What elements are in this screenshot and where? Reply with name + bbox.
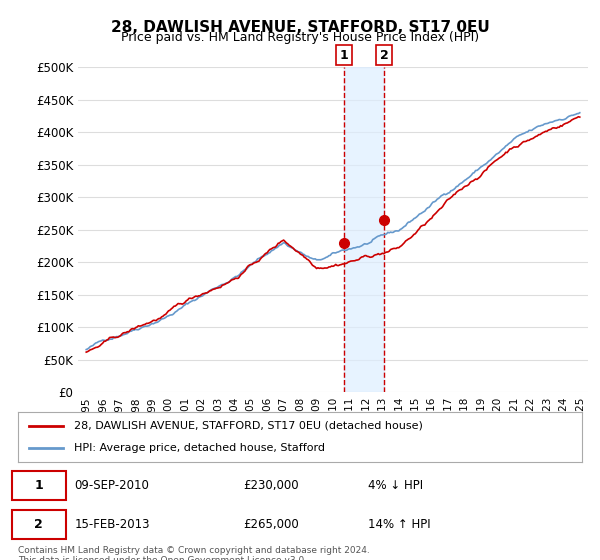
Text: 28, DAWLISH AVENUE, STAFFORD, ST17 0EU (detached house): 28, DAWLISH AVENUE, STAFFORD, ST17 0EU (… [74,421,423,431]
FancyBboxPatch shape [13,470,66,500]
Text: Price paid vs. HM Land Registry's House Price Index (HPI): Price paid vs. HM Land Registry's House … [121,31,479,44]
Text: 1: 1 [34,479,43,492]
Text: 1: 1 [340,49,349,62]
Text: 4% ↓ HPI: 4% ↓ HPI [368,479,423,492]
Text: 15-FEB-2013: 15-FEB-2013 [74,518,150,531]
Text: 28, DAWLISH AVENUE, STAFFORD, ST17 0EU: 28, DAWLISH AVENUE, STAFFORD, ST17 0EU [110,20,490,35]
Text: 09-SEP-2010: 09-SEP-2010 [74,479,149,492]
FancyBboxPatch shape [13,510,66,539]
Text: 2: 2 [380,49,389,62]
Text: £265,000: £265,000 [244,518,299,531]
Text: HPI: Average price, detached house, Stafford: HPI: Average price, detached house, Staf… [74,443,325,453]
Text: Contains HM Land Registry data © Crown copyright and database right 2024.
This d: Contains HM Land Registry data © Crown c… [18,546,370,560]
Bar [344,67,385,392]
Text: 14% ↑ HPI: 14% ↑ HPI [368,518,430,531]
Text: £230,000: £230,000 [244,479,299,492]
Text: 2: 2 [34,518,43,531]
